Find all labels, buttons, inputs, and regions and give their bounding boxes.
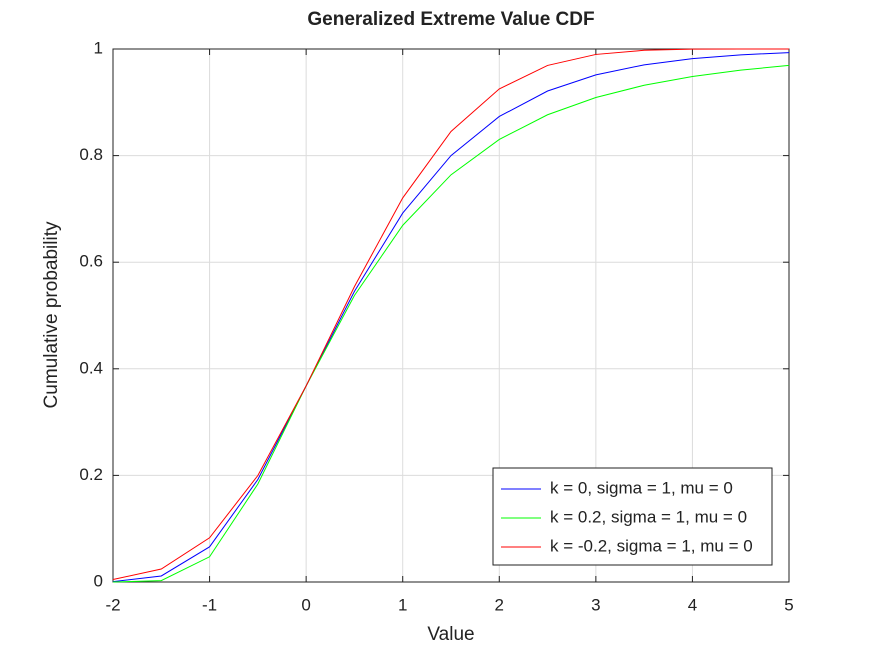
chart-title: Generalized Extreme Value CDF	[307, 9, 594, 30]
y-tick-label: 0.6	[79, 252, 103, 271]
legend-label: k = 0.2, sigma = 1, mu = 0	[550, 507, 747, 526]
legend-label: k = 0, sigma = 1, mu = 0	[550, 478, 733, 497]
x-tick-label: -2	[105, 595, 120, 614]
x-tick-label: 5	[784, 595, 793, 614]
x-axis-label: Value	[427, 624, 474, 645]
x-tick-label: 4	[688, 595, 697, 614]
legend-box	[492, 467, 773, 566]
x-tick-label: -1	[202, 595, 217, 614]
y-axis-label: Cumulative probability	[41, 221, 62, 408]
y-tick-label: 0	[94, 571, 103, 590]
x-tick-label: 2	[495, 595, 504, 614]
x-tick-label: 3	[591, 595, 600, 614]
legend-label: k = -0.2, sigma = 1, mu = 0	[550, 536, 753, 555]
line-series	[112, 52, 790, 583]
y-tick-label: 0.4	[79, 358, 103, 377]
x-tick-label: 0	[301, 595, 310, 614]
plot-frame	[112, 48, 790, 583]
y-tick-label: 0.8	[79, 145, 103, 164]
y-tick-label: 0.2	[79, 465, 103, 484]
line-series	[112, 48, 789, 581]
y-tick-label: 1	[94, 38, 103, 57]
line-series	[112, 64, 790, 583]
x-tick-label: 1	[398, 595, 407, 614]
